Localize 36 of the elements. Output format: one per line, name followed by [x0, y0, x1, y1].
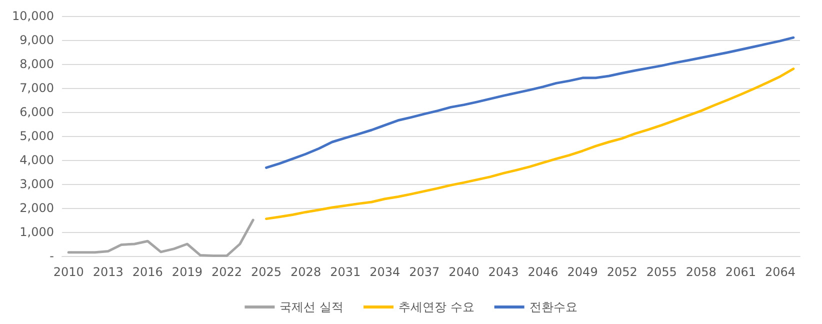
- legend-label: 국제선 실적: [280, 300, 344, 314]
- y-tick-label: 1,000: [20, 225, 54, 239]
- line-series: [67, 218, 254, 258]
- x-tick-label: 2052: [606, 265, 638, 279]
- x-tick-label: 2028: [290, 265, 322, 279]
- legend-label: 추세연장 수요: [398, 300, 474, 314]
- x-tick-label: 2064: [764, 265, 796, 279]
- x-tick-label: 2022: [211, 265, 242, 279]
- x-tick-label: 2010: [53, 265, 84, 279]
- x-tick-label: 2040: [448, 265, 480, 279]
- x-tick-label: 2025: [250, 265, 282, 279]
- y-tick-label: 5,000: [20, 129, 54, 143]
- x-tick-label: 2055: [646, 265, 677, 279]
- y-tick-label: 6,000: [20, 105, 54, 119]
- x-tick-label: 2031: [330, 265, 361, 279]
- line-series: [265, 68, 795, 220]
- x-tick-label: 2037: [409, 265, 440, 279]
- legend-label: 전환수요: [529, 300, 578, 314]
- y-tick-label: 2,000: [20, 201, 54, 215]
- x-tick-label: 2049: [567, 265, 598, 279]
- y-tick-label: 8,000: [20, 57, 54, 71]
- x-tick-label: 2019: [172, 265, 202, 279]
- x-tick-label: 2058: [686, 265, 716, 279]
- x-tick-label: 2061: [725, 265, 756, 279]
- y-tick-label: 4,000: [20, 153, 54, 167]
- x-tick-label: 2046: [528, 265, 558, 279]
- y-tick-label: 9,000: [20, 33, 54, 47]
- y-tick-label: 10,000: [12, 9, 54, 23]
- x-tick-label: 2016: [132, 265, 163, 279]
- y-tick-label: -: [50, 249, 54, 263]
- x-tick-label: 2043: [488, 265, 519, 279]
- line-series: [265, 36, 795, 169]
- x-tick-label: 2013: [92, 265, 124, 279]
- y-tick-label: 3,000: [20, 177, 54, 191]
- y-tick-label: 7,000: [20, 81, 54, 95]
- x-tick-label: 2034: [370, 265, 400, 279]
